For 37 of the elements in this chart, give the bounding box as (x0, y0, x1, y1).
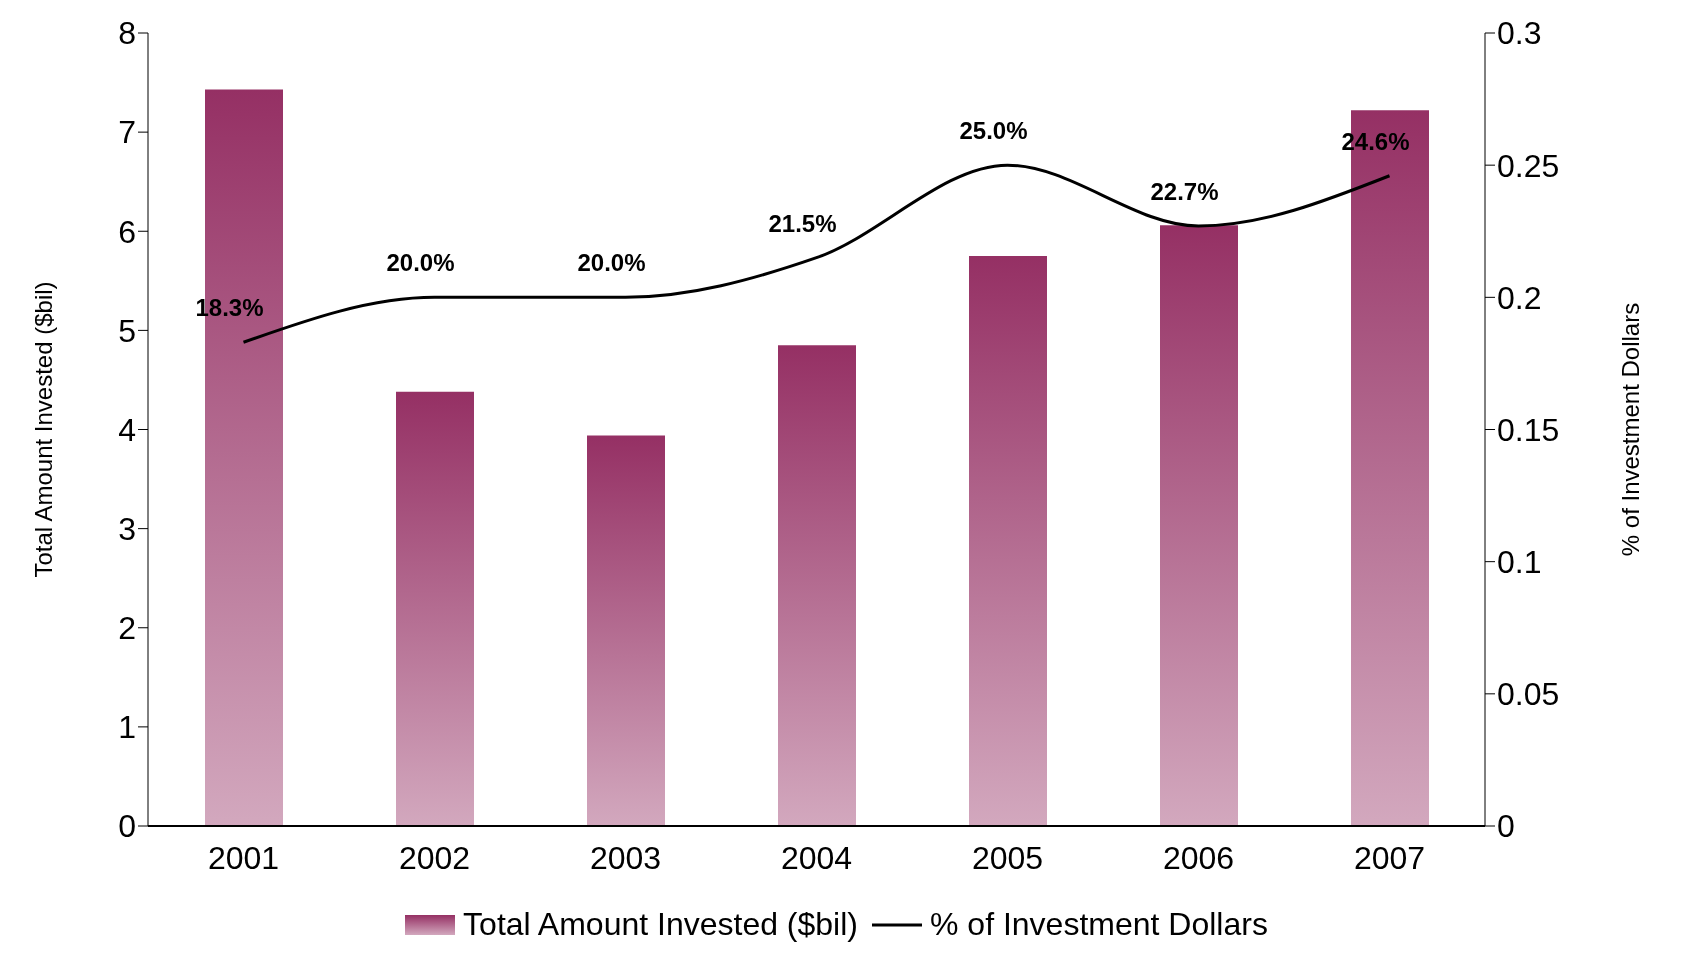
x-tick-label: 2006 (1162, 839, 1235, 876)
data-label: 21.5% (768, 209, 837, 237)
y-tick-label: 0 (118, 808, 136, 845)
y2-axis-title: % of Investment Dollars (1616, 302, 1644, 557)
y2-tick-label: 0.15 (1497, 411, 1560, 448)
y2-tick-label: 0.25 (1497, 147, 1560, 184)
y2-tick-label: 0.05 (1497, 676, 1560, 713)
y-tick-label: 8 (118, 15, 136, 52)
data-label: 20.0% (386, 249, 455, 277)
bar (396, 391, 474, 826)
y2-tick-label: 0 (1497, 808, 1515, 845)
y-axis-title: Total Amount Invested ($bil) (29, 281, 57, 578)
y-tick-label: 3 (118, 510, 136, 547)
y-tick-label: 4 (118, 411, 136, 448)
bar (778, 345, 856, 826)
y2-tick-label: 0.3 (1497, 15, 1542, 52)
data-label: 20.0% (577, 249, 646, 277)
x-tick-label: 2007 (1353, 839, 1426, 876)
y-tick-label: 7 (118, 114, 136, 151)
y-tick-label: 1 (118, 709, 136, 746)
x-tick-label: 2005 (971, 839, 1044, 876)
x-tick-label: 2003 (589, 839, 662, 876)
legend-label: % of Investment Dollars (929, 906, 1268, 943)
data-label: 25.0% (959, 117, 1028, 145)
y-tick-label: 5 (118, 312, 136, 349)
y2-tick-label: 0.1 (1497, 544, 1542, 581)
bar (1160, 225, 1238, 826)
y-tick-label: 6 (118, 213, 136, 250)
x-tick-label: 2001 (207, 839, 280, 876)
x-tick-label: 2004 (780, 839, 853, 876)
x-tick-label: 2002 (398, 839, 471, 876)
y-tick-label: 2 (118, 610, 136, 647)
bar (969, 256, 1047, 826)
data-label: 22.7% (1150, 177, 1219, 205)
y2-tick-label: 0.2 (1497, 279, 1542, 316)
bar (587, 435, 665, 826)
legend-label: Total Amount Invested ($bil) (463, 906, 858, 943)
